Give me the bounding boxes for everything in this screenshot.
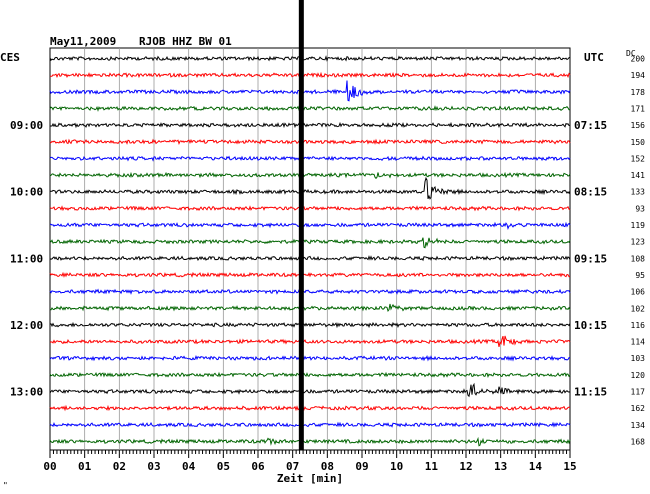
trace-row-8: [49, 176, 571, 200]
right-time-label: 09:15: [574, 252, 607, 265]
trace-row-23: [49, 436, 571, 447]
trace-row-21: [49, 404, 571, 412]
trace-group: [49, 55, 571, 447]
trace-row-7: [49, 171, 571, 180]
right-time-label: 08:15: [574, 186, 607, 199]
plot-grid: [49, 47, 571, 451]
trace-row-1: [49, 71, 571, 79]
trace-row-5: [49, 138, 571, 146]
dc-value: 156: [631, 121, 646, 130]
dc-value: 134: [631, 421, 646, 430]
x-tick-label: 01: [78, 460, 92, 473]
dc-value: 168: [631, 437, 646, 446]
x-tick-label: 15: [563, 460, 576, 473]
dc-value: 108: [631, 254, 646, 263]
dc-value: 95: [635, 271, 645, 280]
dc-value: 162: [631, 404, 646, 413]
x-axis: 00 01 02 03 04 05 06 07 08 09 10 11 12 13 14 15: [43, 450, 577, 473]
dc-value: 141: [631, 171, 646, 180]
dc-value: 114: [631, 338, 646, 347]
dc-value: 116: [631, 321, 646, 330]
left-time-label: 10:00: [10, 186, 43, 199]
trace-row-9: [49, 205, 571, 212]
dc-value: 120: [631, 371, 646, 380]
trace-row-22: [49, 421, 571, 428]
dc-value-labels: 200 194 178 171 156 150 152 141 133 93 119 123 108 95…: [631, 55, 646, 447]
marker-bar: [298, 0, 304, 450]
x-tick-label: 06: [251, 460, 265, 473]
right-time-label: 10:15: [574, 319, 607, 332]
trace-row-16: [49, 321, 571, 329]
x-axis-label: Zeit [min]: [277, 472, 343, 485]
trace-row-6: [49, 155, 571, 162]
dc-value: 194: [631, 71, 646, 80]
trace-row-11: [49, 237, 571, 249]
left-time-label: 13:00: [10, 386, 43, 399]
x-tick-label: 02: [113, 460, 126, 473]
left-time-label: 09:00: [10, 119, 43, 132]
dc-value: 102: [631, 304, 646, 313]
right-time-labels: 07:15 08:15 09:15 10:15 11:15: [574, 119, 607, 398]
trace-row-13: [49, 271, 571, 278]
x-tick-label: 04: [182, 460, 196, 473]
right-timezone-label: UTC: [584, 51, 604, 64]
x-tick-label: 05: [217, 460, 230, 473]
dc-value: 133: [631, 188, 646, 197]
dc-value: 119: [631, 221, 646, 230]
trace-row-3: [49, 105, 571, 112]
x-tick-label: 13: [494, 460, 507, 473]
x-tick-label: 03: [147, 460, 160, 473]
trace-row-10: [49, 221, 571, 230]
x-tick-label: 07: [286, 460, 299, 473]
dc-value: 123: [631, 238, 646, 247]
left-time-label: 12:00: [10, 319, 43, 332]
dc-value: 171: [631, 104, 646, 113]
trace-row-17: [49, 335, 571, 348]
right-time-label: 07:15: [574, 119, 607, 132]
x-tick-label: 12: [459, 460, 472, 473]
chart-station: RJOB HHZ BW 01: [139, 35, 232, 48]
dc-value: 106: [631, 288, 646, 297]
trace-row-14: [49, 288, 571, 295]
left-timezone-label: CES: [0, 51, 20, 64]
dc-header-label: DC: [626, 49, 636, 58]
x-tick-label: 14: [529, 460, 543, 473]
trace-row-20: [49, 382, 571, 398]
trace-row-18: [49, 354, 571, 362]
dc-value: 178: [631, 88, 646, 97]
time-marker: [298, 0, 304, 450]
dc-value: 200: [631, 55, 646, 64]
x-tick-label: 09: [355, 460, 368, 473]
trace-row-19: [49, 371, 571, 378]
left-time-labels: 09:00 10:00 11:00 12:00 13:00: [10, 119, 43, 398]
trace-row-15: [49, 303, 571, 312]
trace-row-0: [49, 55, 571, 62]
dc-value: 150: [631, 138, 646, 147]
trace-row-4: [49, 121, 571, 129]
left-time-label: 11:00: [10, 252, 43, 265]
x-tick-label: 11: [425, 460, 439, 473]
dc-value: 93: [635, 204, 645, 213]
dc-value: 152: [631, 154, 646, 163]
chart-date: May11,2009: [50, 35, 116, 48]
right-time-label: 11:15: [574, 386, 607, 399]
dc-value: 103: [631, 354, 646, 363]
x-tick-label: 10: [390, 460, 403, 473]
corner-mark: ": [3, 481, 8, 490]
trace-row-12: [49, 255, 571, 262]
x-tick-label: 00: [43, 460, 56, 473]
trace-row-2: [49, 80, 571, 102]
x-tick-label: 08: [321, 460, 334, 473]
dc-value: 117: [631, 388, 646, 397]
